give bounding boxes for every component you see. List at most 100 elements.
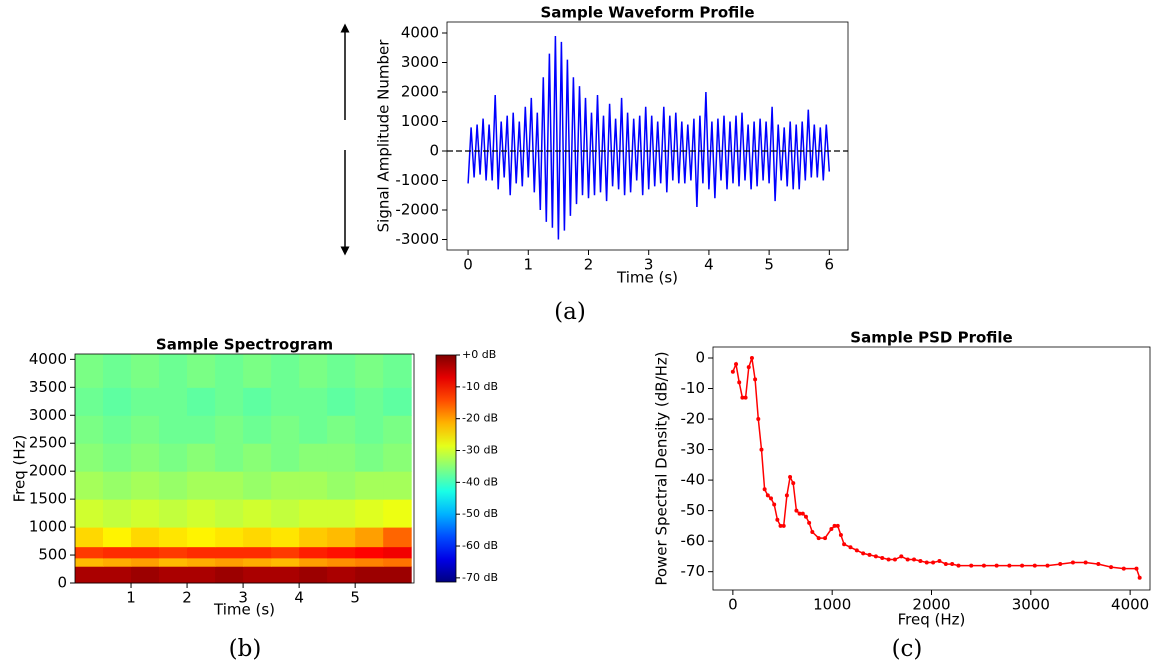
heatmap-cell [131,546,160,559]
heatmap-cell [103,387,132,416]
heatmap-cell [159,354,188,388]
heatmap-cell [299,527,328,548]
y-tick-label: 0 [57,574,67,592]
chart: Sample PSD Profile Freq (Hz) Power Spectra… [653,329,1151,662]
chart-title: Sample Waveform Profile [540,4,754,22]
y-tick-label: 4000 [29,350,67,368]
caption: (a) [554,299,586,325]
point [1020,563,1025,568]
point [880,555,885,560]
heatmap-cell [187,546,216,559]
heatmap-cell [299,354,328,388]
point [749,355,754,360]
heatmap-cell [299,499,328,528]
heatmap-cell [299,557,328,567]
y-tick-label: 3500 [29,378,67,396]
plot-frame [712,346,1151,591]
heatmap-cell [243,557,272,567]
y-tick-label: 1500 [29,490,67,508]
point [832,523,837,528]
heatmap-cell [243,499,272,528]
point [873,554,878,559]
heatmap-cell [299,415,328,444]
heatmap-cell [215,527,244,548]
heatmap-cell [75,566,104,584]
heatmap-cell [215,566,244,584]
colorbar-tick-label: -70 dB [462,571,498,584]
heatmap-cell [299,566,328,584]
heatmap-cell [327,443,356,472]
point [753,377,758,382]
caption: (c) [892,636,923,662]
heatmap-cell [187,499,216,528]
heatmap-cell [75,354,104,388]
x-tick-label: 4 [704,256,714,274]
heatmap-cell [131,499,160,528]
heatmap-cell [215,499,244,528]
colorbar-tick-label: -50 dB [462,507,498,520]
y-tick-label: 0 [429,142,439,160]
point [769,496,774,501]
point [981,563,986,568]
heatmap-cell [327,471,356,500]
point [918,558,923,563]
point [734,362,739,367]
point [762,487,767,492]
point [969,563,974,568]
heatmap-cell [159,387,188,416]
heatmap-cell [355,566,384,584]
heatmap-cell [187,557,216,567]
heatmap-cell [215,557,244,567]
heatmap-cell [159,566,188,584]
point [746,365,751,370]
heatmap-cell [131,527,160,548]
heatmap-cell [131,443,160,472]
heatmap-cell [215,415,244,444]
y-tick-label: -30 [681,440,706,458]
x-tick-label: 2 [182,589,192,607]
point [899,554,904,559]
heatmap-cell [131,415,160,444]
y-axis-label: Signal Amplitude Number [375,39,393,233]
y-tick-label: 3000 [401,53,439,71]
heatmap-cell [131,387,160,416]
x-tick-label: 5 [764,256,774,274]
heatmap-cell [271,354,300,388]
colorbar-tick-label: +0 dB [462,348,496,361]
point [950,562,955,567]
heatmap-cell [243,443,272,472]
heatmap-cell [131,566,160,584]
point [765,493,770,498]
y-axis-label: Power Spectral Density (dB/Hz) [653,351,671,585]
heatmap-cell [103,443,132,472]
y-tick-label: -60 [681,532,706,550]
heatmap-cell [187,415,216,444]
heatmap-cell [215,471,244,500]
heatmap-cell [271,566,300,584]
point [931,560,936,565]
heatmap-cell [103,415,132,444]
point [937,558,942,563]
y-tick-label: -2000 [395,200,439,218]
point [797,511,802,516]
heatmap-cell [243,387,272,416]
heatmap-cell [215,546,244,559]
colorbar-tick-label: -10 dB [462,380,498,393]
point [807,520,812,525]
point [1109,565,1114,570]
point [756,417,761,422]
colorbar-tick-label: -30 dB [462,444,498,457]
point [1096,562,1101,567]
point [886,557,891,562]
heatmap-cell [383,546,412,559]
y-tick-label: -1000 [395,171,439,189]
heatmap-cell [299,471,328,500]
y-axis-label: Freq (Hz) [11,435,29,503]
point [943,562,948,567]
heatmap-cell [355,415,384,444]
point [823,536,828,541]
point [772,502,777,507]
heatmap-cell [187,527,216,548]
heatmap-cell [159,557,188,567]
